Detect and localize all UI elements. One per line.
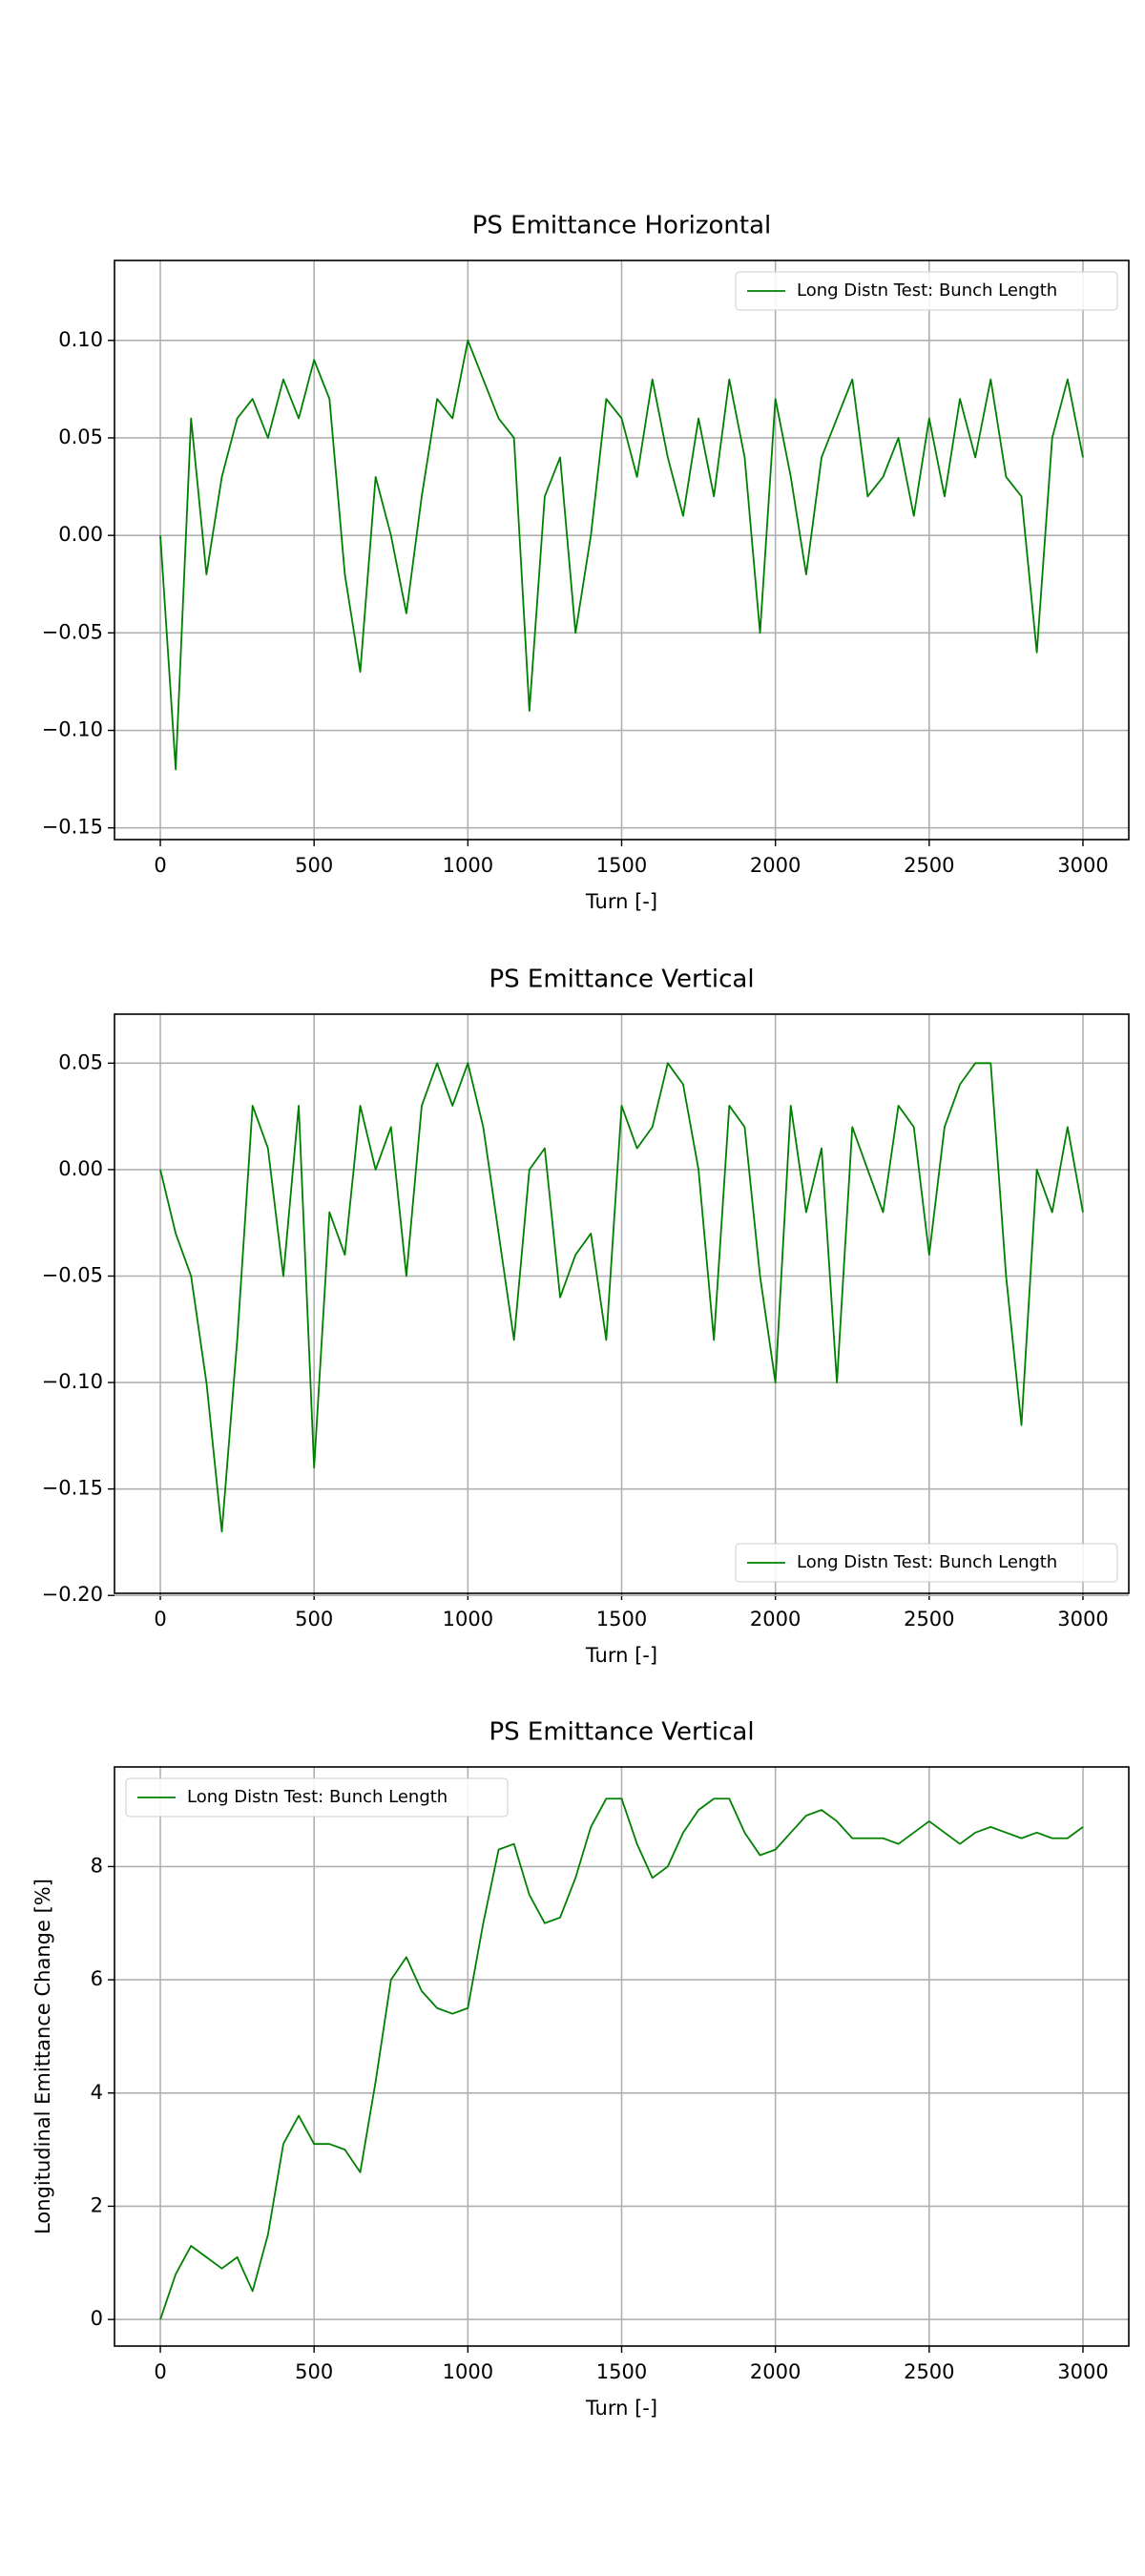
y-tick-label: −0.20 (42, 1583, 103, 1606)
y-tick-label: 0.05 (58, 426, 103, 448)
y-tick-label: −0.05 (42, 1263, 103, 1286)
x-tick-label: 0 (154, 854, 166, 877)
y-tick-label: 0.05 (58, 1050, 103, 1073)
x-tick-label: 2000 (750, 1608, 801, 1631)
chart-title: PS Emittance Vertical (489, 1718, 754, 1747)
y-tick-label: 2 (91, 2193, 103, 2216)
legend: Long Distn Test: Bunch Length (125, 1777, 509, 1818)
y-tick-label: −0.10 (42, 1370, 103, 1393)
legend-box (735, 271, 1118, 311)
legend: Long Distn Test: Bunch Length (735, 271, 1118, 311)
x-axis-label: Turn [-] (585, 1644, 657, 1667)
x-tick-label: 500 (295, 2360, 333, 2383)
x-tick-label: 1000 (443, 2360, 493, 2383)
x-axis-label: Turn [-] (585, 2397, 657, 2420)
x-tick-label: 2000 (750, 854, 801, 877)
x-axis-label: Turn [-] (585, 890, 657, 913)
x-tick-label: 3000 (1057, 1608, 1108, 1631)
x-tick-label: 1000 (443, 854, 493, 877)
x-tick-label: 500 (295, 854, 333, 877)
y-tick-label: −0.15 (42, 1477, 103, 1500)
x-tick-label: 3000 (1057, 854, 1108, 877)
data-line (159, 1797, 1084, 2320)
y-tick-label: 0.00 (58, 1157, 103, 1180)
plot-frame (114, 1766, 1130, 2347)
y-axis-label: Longitudinal Emittance Change [%] (31, 1879, 54, 2234)
x-tick-label: 2500 (904, 2360, 954, 2383)
y-tick-label: 0.10 (58, 328, 103, 351)
y-tick-label: 0 (91, 2307, 103, 2330)
x-tick-label: 1500 (596, 2360, 647, 2383)
legend-box (735, 1543, 1118, 1583)
legend-label: Long Distn Test: Bunch Length (187, 1787, 448, 1807)
x-tick-label: 0 (154, 2360, 166, 2383)
y-tick-label: 0.00 (58, 523, 103, 546)
x-tick-label: 1500 (596, 854, 647, 877)
x-tick-label: 3000 (1057, 2360, 1108, 2383)
x-tick-label: 1500 (596, 1608, 647, 1631)
y-tick-label: −0.05 (42, 620, 103, 643)
chart-title: PS Emittance Horizontal (472, 212, 772, 240)
plot-frame (114, 260, 1130, 841)
y-tick-label: −0.10 (42, 718, 103, 741)
y-tick-label: 6 (91, 1967, 103, 1990)
legend-label: Long Distn Test: Bunch Length (797, 1552, 1057, 1572)
x-tick-label: 2500 (904, 854, 954, 877)
legend-label: Long Distn Test: Bunch Length (797, 280, 1057, 301)
y-tick-label: −0.15 (42, 816, 103, 839)
x-tick-label: 2500 (904, 1608, 954, 1631)
data-line (159, 339, 1084, 771)
plot-frame (114, 1013, 1130, 1594)
x-tick-label: 500 (295, 1608, 333, 1631)
x-tick-label: 1000 (443, 1608, 493, 1631)
x-tick-label: 2000 (750, 2360, 801, 2383)
x-tick-label: 0 (154, 1608, 166, 1631)
legend: Long Distn Test: Bunch Length (735, 1543, 1118, 1583)
y-tick-label: 4 (91, 2081, 103, 2104)
chart-title: PS Emittance Vertical (489, 966, 754, 994)
data-line (159, 1062, 1084, 1533)
legend-box (125, 1777, 509, 1818)
y-tick-label: 8 (91, 1854, 103, 1877)
